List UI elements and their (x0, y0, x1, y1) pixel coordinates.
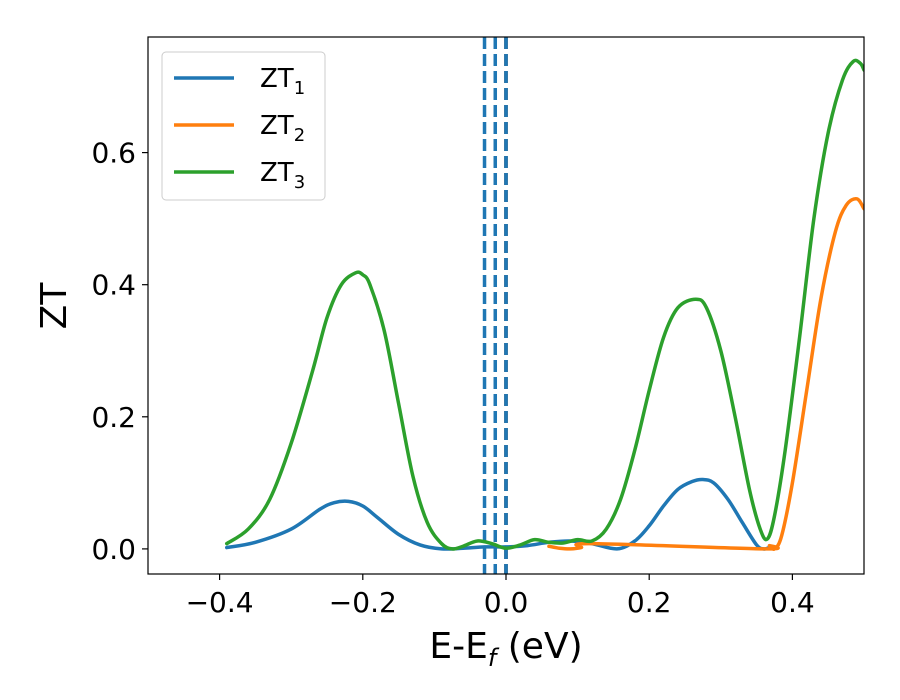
legend-box (161, 51, 326, 201)
vertical-marker-lines (482, 37, 508, 574)
y-axis-label: ZT (34, 282, 75, 330)
y-tick-label: 0.4 (91, 269, 136, 302)
series-line-zt1 (225, 477, 777, 551)
x-tick-label: 0.2 (627, 586, 672, 619)
y-axis-ticks: 0.0 0.2 0.4 0.6 (91, 137, 148, 566)
x-axis-ticks: −0.4 −0.2 0.0 0.2 0.4 (186, 574, 815, 619)
legend-label-zt3: ZT3 (260, 158, 305, 193)
y-tick-label: 0.0 (91, 533, 136, 566)
legend-label-zt2: ZT2 (260, 111, 305, 146)
legend-label-zt1: ZT1 (260, 64, 305, 99)
series-line-zt3 (225, 58, 864, 551)
x-tick-label: 0.4 (770, 586, 815, 619)
y-tick-label: 0.2 (91, 401, 136, 434)
x-axis-label: E-Ef (eV) (429, 626, 582, 672)
x-tick-label: 0.0 (484, 586, 529, 619)
y-tick-label: 0.6 (91, 137, 136, 170)
series-lines (225, 58, 864, 551)
legend: ZT1 ZT2 ZT3 (161, 51, 326, 201)
x-tick-label: −0.4 (186, 586, 254, 619)
series-line-zt2 (547, 196, 864, 551)
x-tick-label: −0.2 (329, 586, 397, 619)
